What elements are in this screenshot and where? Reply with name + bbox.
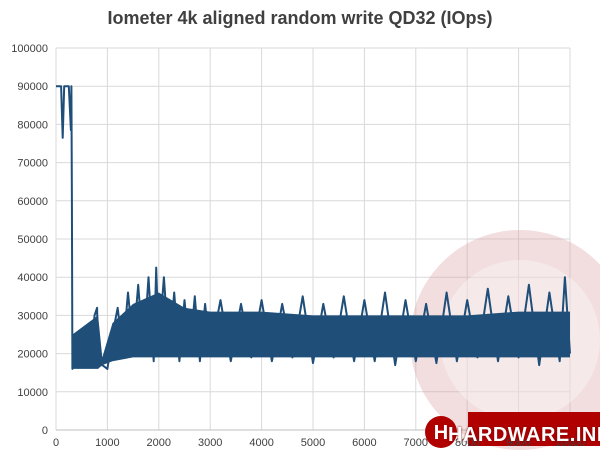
axis-labels: 0100002000030000400005000060000700008000… — [11, 43, 585, 449]
x-tick-label: 0 — [53, 437, 59, 449]
x-tick-label: 6000 — [352, 437, 376, 449]
x-tick-label: 4000 — [249, 437, 273, 449]
y-tick-label: 70000 — [17, 158, 48, 170]
y-tick-label: 20000 — [17, 349, 48, 361]
x-tick-label: 9000 — [506, 437, 530, 449]
y-tick-label: 40000 — [17, 272, 48, 284]
x-tick-label: 2000 — [147, 437, 171, 449]
chart-title: Iometer 4k aligned random write QD32 (IO… — [107, 8, 493, 28]
svg-text:H: H — [434, 422, 448, 444]
y-tick-label: 100000 — [11, 43, 48, 55]
x-tick-label: 1000 — [95, 437, 119, 449]
y-tick-label: 0 — [42, 425, 48, 437]
x-tick-label: 7000 — [404, 437, 428, 449]
y-tick-label: 50000 — [17, 234, 48, 246]
x-tick-label: 3000 — [198, 437, 222, 449]
y-tick-label: 10000 — [17, 387, 48, 399]
x-tick-label: 5000 — [301, 437, 325, 449]
series-line — [56, 85, 571, 370]
y-tick-label: 60000 — [17, 196, 48, 208]
y-tick-label: 30000 — [17, 310, 48, 322]
y-tick-label: 90000 — [17, 81, 48, 93]
watermark-text: HARDWARE.INFO — [448, 424, 600, 446]
y-tick-label: 80000 — [17, 119, 48, 131]
x-tick-label: 8000 — [455, 437, 479, 449]
series-layer — [56, 85, 571, 370]
x-tick-label: 10000 — [555, 437, 586, 449]
